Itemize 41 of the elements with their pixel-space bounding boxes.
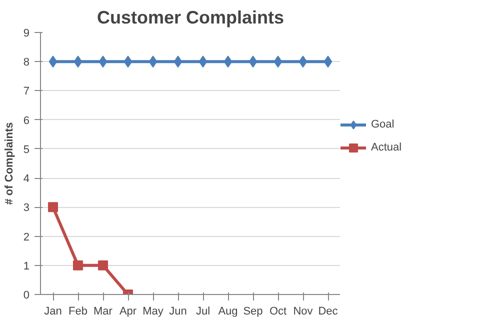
x-tick-label: May <box>142 306 164 318</box>
y-tick-label: 0 <box>23 290 30 302</box>
point <box>324 56 332 68</box>
point <box>198 56 208 68</box>
y-axis-title: # of Complaints <box>3 122 16 205</box>
y-tick-label: 4 <box>23 173 30 186</box>
y-tick-label: 7 <box>23 86 30 98</box>
y-tick-label: 5 <box>23 144 30 156</box>
y-tick-label: 8 <box>23 56 30 69</box>
point <box>74 56 82 68</box>
point <box>224 56 232 68</box>
x-tick-label: Nov <box>293 306 314 318</box>
legend-label: Goal <box>371 118 394 130</box>
x-tick-label: Mar <box>94 306 113 318</box>
x-tick-label: Oct <box>269 306 287 318</box>
x-tick-label: Feb <box>68 306 88 318</box>
x-tick-label: Sep <box>243 306 263 318</box>
point <box>174 56 182 68</box>
x-tick-label: Aug <box>218 306 238 318</box>
chart-title: Customer Complaints <box>96 8 284 28</box>
y-tick-label: 6 <box>23 114 30 127</box>
legend-label: Actual <box>371 141 402 154</box>
y-tick-label: 9 <box>23 28 30 40</box>
y-tick-label: 1 <box>23 260 30 272</box>
point <box>48 202 58 212</box>
point <box>274 56 282 68</box>
point <box>248 56 258 68</box>
y-tick-label: 3 <box>23 202 30 214</box>
x-tick-label: Dec <box>318 306 338 318</box>
point <box>124 56 132 68</box>
x-tick-label: Jun <box>169 306 187 318</box>
point <box>98 260 108 270</box>
y-tick-label: 2 <box>23 231 30 244</box>
point <box>298 56 308 68</box>
point <box>73 260 83 270</box>
x-tick-label: Jul <box>196 306 210 318</box>
x-tick-label: Jan <box>44 306 62 318</box>
point <box>98 56 108 68</box>
point <box>148 56 158 68</box>
x-tick-label: Apr <box>119 306 137 318</box>
point <box>48 56 58 68</box>
